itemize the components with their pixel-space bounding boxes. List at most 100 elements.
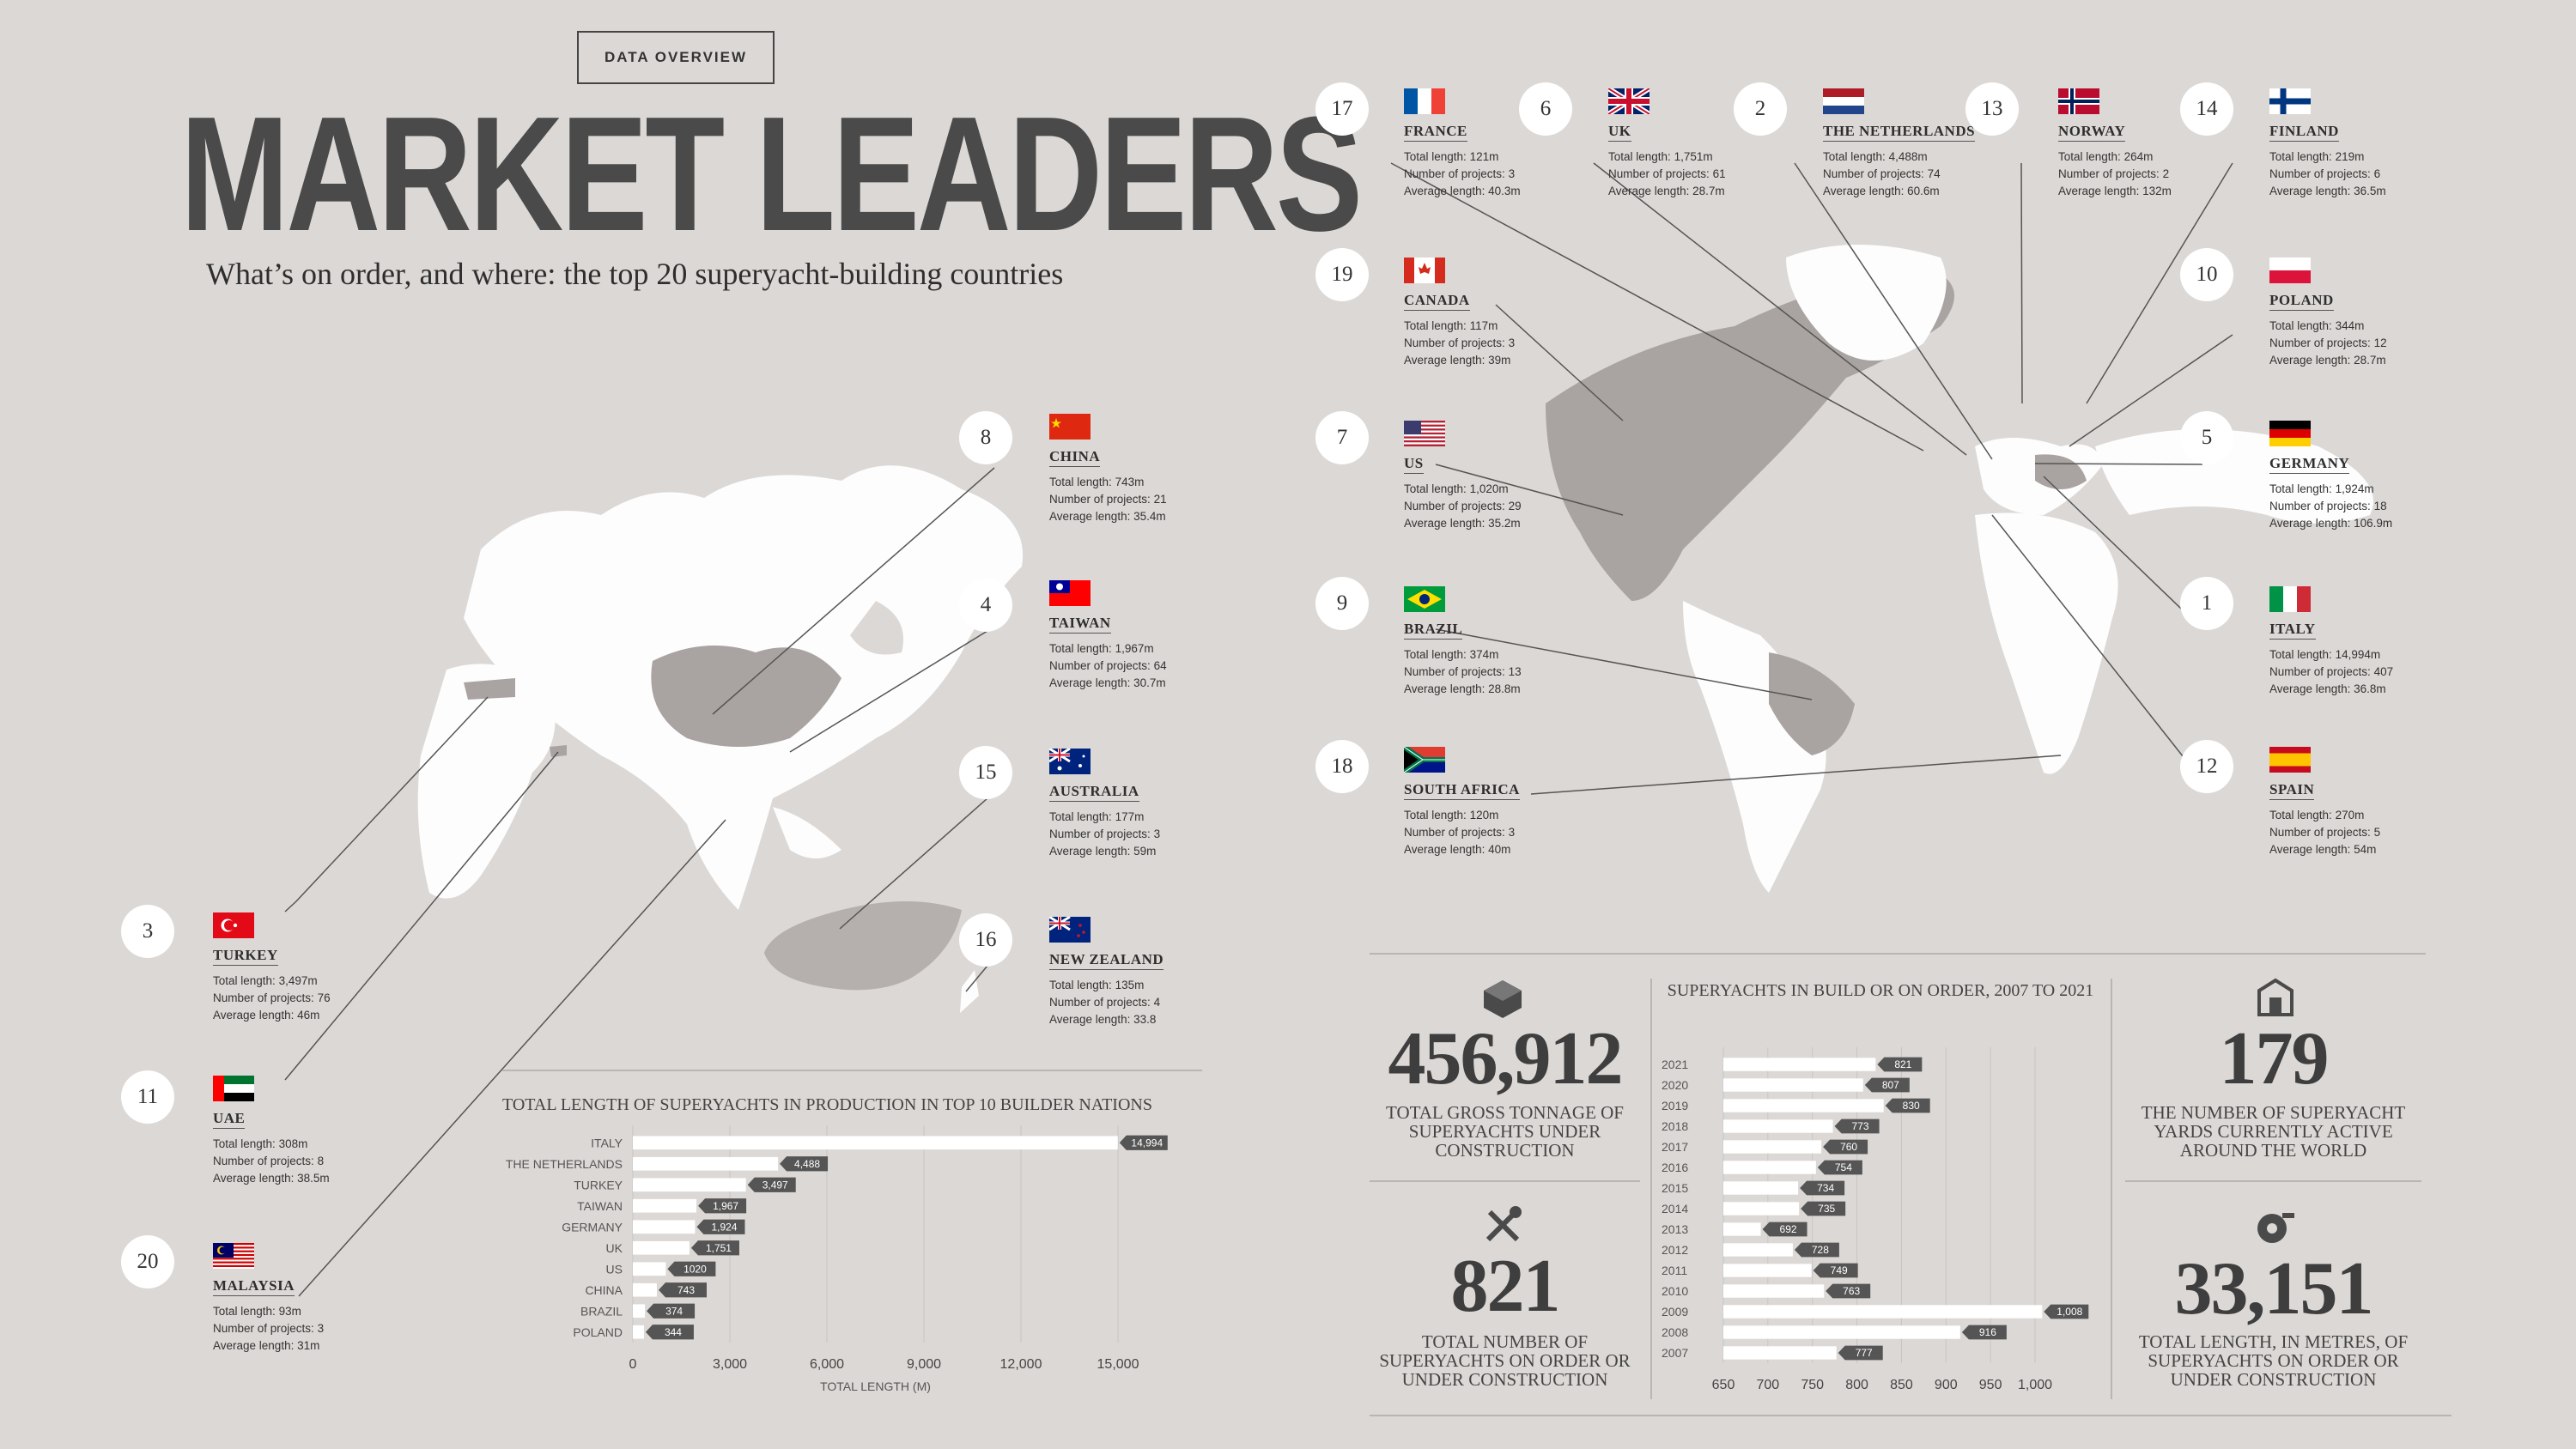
projects-row: Number of projects: 13 <box>1404 664 1567 681</box>
country-name: FINLAND <box>2269 123 2339 142</box>
category-label: 2008 <box>1662 1325 1688 1339</box>
bar <box>1723 1264 1812 1277</box>
projects-row: Number of projects: 4 <box>1049 994 1212 1011</box>
total-length-row: Total length: 3,497m <box>213 973 376 990</box>
category-label: 2013 <box>1662 1222 1688 1236</box>
bar <box>1723 1346 1837 1360</box>
country-name: TAIWAN <box>1049 615 1111 634</box>
value-label: 692 <box>1780 1223 1797 1235</box>
section-tag: DATA OVERVIEW <box>577 31 775 84</box>
category-label: CHINA <box>585 1283 623 1297</box>
projects-value: 8 <box>317 1155 325 1167</box>
country-name: THE NETHERLANDS <box>1823 123 1976 142</box>
country-name: AUSTRALIA <box>1049 783 1139 802</box>
chart1-length-by-nation: 0 3,000 6,000 9,000 12,000 15,000 ITALY 14,994 T… <box>506 1125 1168 1393</box>
average-length-label: Average length: <box>1404 354 1485 367</box>
value-tag <box>1834 1119 1880 1134</box>
average-length-row: Average length: 30.7m <box>1049 675 1212 692</box>
projects-row: Number of projects: 6 <box>2269 166 2433 183</box>
total-length-label: Total length: <box>2269 648 2332 661</box>
x-tick-label: 15,000 <box>1097 1357 1139 1372</box>
total-length-label: Total length: <box>213 974 276 987</box>
average-length-row: Average length: 33.8 <box>1049 1011 1212 1028</box>
bar <box>1723 1140 1822 1154</box>
projects-value: 74 <box>1927 167 1941 180</box>
category-label: 2007 <box>1662 1346 1688 1360</box>
rank-badge-the-netherlands: 2 <box>1734 82 1787 136</box>
average-length-row: Average length: 36.8m <box>2269 681 2433 698</box>
length-caption: TOTAL LENGTH, IN METRES, OF SUPERYACHTS … <box>2138 1331 2409 1390</box>
average-length-row: Average length: 132m <box>2058 183 2221 200</box>
bar <box>1723 1243 1793 1257</box>
projects-value: 4 <box>1153 996 1161 1009</box>
country-name: GERMANY <box>2269 455 2350 474</box>
category-label: 2015 <box>1662 1181 1688 1195</box>
value-tag <box>1885 1098 1930 1113</box>
value-label: 1,967 <box>713 1200 738 1212</box>
average-length-label: Average length: <box>1049 676 1131 689</box>
value-tag <box>1119 1135 1168 1150</box>
rank-badge-south-africa: 18 <box>1315 740 1369 793</box>
total-length-value: 1,924m <box>2335 482 2374 495</box>
country-name: TURKEY <box>213 947 278 966</box>
average-length-row: Average length: 40m <box>1404 841 1567 858</box>
value-label: 3,497 <box>762 1179 788 1191</box>
average-length-row: Average length: 31m <box>213 1337 376 1355</box>
projects-row: Number of projects: 61 <box>1608 166 1771 183</box>
china-flag-icon <box>1049 414 1091 440</box>
projects-label: Number of projects: <box>1404 500 1505 512</box>
average-length-label: Average length: <box>2269 354 2351 367</box>
average-length-label: Average length: <box>1404 517 1485 530</box>
projects-value: 3 <box>1508 336 1516 349</box>
total-length-value: 264m <box>2123 150 2154 163</box>
bar <box>633 1304 646 1319</box>
total-length-label: Total length: <box>1608 150 1671 163</box>
rank-badge-brazil: 9 <box>1315 577 1369 630</box>
shipyard-icon <box>2254 977 2297 1020</box>
rank-badge-poland: 10 <box>2180 248 2233 301</box>
value-label: 743 <box>677 1284 695 1296</box>
average-length-row: Average length: 35.4m <box>1049 508 1212 525</box>
rank-badge-uk: 6 <box>1519 82 1572 136</box>
value-tag <box>1762 1222 1807 1237</box>
value-tag <box>747 1177 796 1192</box>
value-label: 734 <box>1817 1182 1834 1194</box>
projects-label: Number of projects: <box>213 1155 314 1167</box>
bar <box>633 1198 697 1213</box>
total-length-label: Total length: <box>213 1137 276 1150</box>
total-length-label: Total length: <box>2058 150 2121 163</box>
average-length-value: 33.8 <box>1133 1013 1157 1026</box>
average-length-row: Average length: 60.6m <box>1823 183 1986 200</box>
country-name: UAE <box>213 1110 246 1129</box>
new-zealand-flag-icon <box>1049 917 1091 943</box>
average-length-row: Average length: 28.7m <box>1608 183 1771 200</box>
category-label: POLAND <box>573 1325 623 1339</box>
total-length-value: 117m <box>1469 319 1498 332</box>
category-label: 2009 <box>1662 1305 1688 1319</box>
category-label: 2010 <box>1662 1284 1688 1298</box>
projects-value: 76 <box>317 991 331 1004</box>
total-length-value: 219m <box>2335 150 2365 163</box>
rank-badge-norway: 13 <box>1965 82 2019 136</box>
total-length-row: Total length: 117m <box>1404 318 1567 335</box>
projects-row: Number of projects: 2 <box>2058 166 2221 183</box>
bar <box>1723 1119 1833 1133</box>
value-label: 14,994 <box>1131 1137 1163 1149</box>
average-length-value: 28.8m <box>1488 682 1521 695</box>
average-length-value: 40m <box>1488 843 1511 856</box>
average-length-label: Average length: <box>1823 185 1905 197</box>
value-label: 821 <box>1894 1058 1911 1070</box>
value-label: 807 <box>1882 1079 1899 1091</box>
projects-row: Number of projects: 3 <box>1049 826 1212 843</box>
page-subtitle: What’s on order, and where: the top 20 s… <box>206 257 1064 291</box>
country-name: MALAYSIA <box>213 1277 295 1296</box>
average-length-label: Average length: <box>1404 843 1485 856</box>
total-length-value: 270m <box>2335 809 2365 822</box>
projects-row: Number of projects: 12 <box>2269 335 2433 352</box>
rank-badge-germany: 5 <box>2180 411 2233 464</box>
value-tag <box>1826 1283 1871 1299</box>
total-length-row: Total length: 14,994m <box>2269 646 2433 664</box>
projects-value: 12 <box>2373 336 2387 349</box>
country-entry-canada: CANADA Total length: 117m Number of projec… <box>1404 258 1567 369</box>
panel-bottom-rule <box>1370 1415 2451 1416</box>
